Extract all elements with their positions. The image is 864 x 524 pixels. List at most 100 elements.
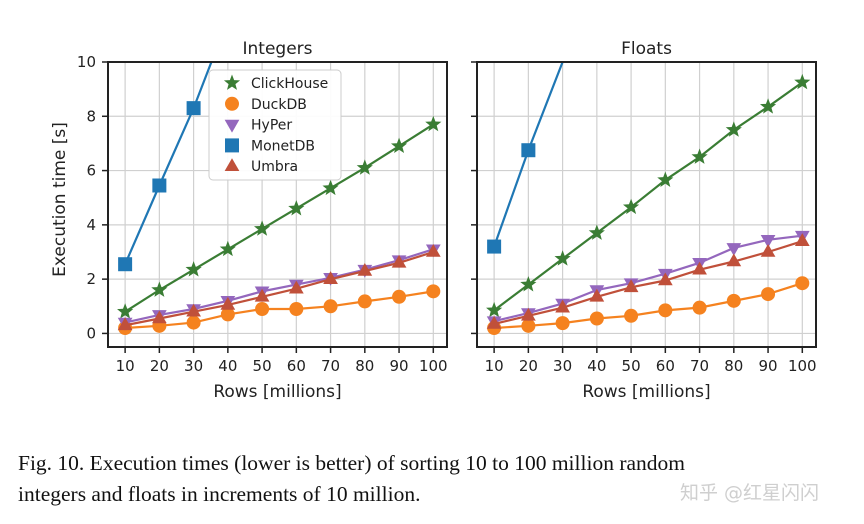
data-point-umbra-50 <box>254 288 270 302</box>
data-point-duckdb-80 <box>357 294 372 309</box>
data-point-hyper-90 <box>760 234 776 248</box>
plot-frame <box>107 61 448 348</box>
x-tick-label-10: 10 <box>485 357 504 375</box>
data-point-clickhouse-10 <box>486 301 503 318</box>
chart-panel-2: 10 20 30 40 50 60 70 80 90 100 Floats Rows [million… <box>471 39 817 402</box>
data-point-umbra-30 <box>186 303 201 317</box>
caption-line-2: integers and floats in increments of 10 … <box>18 482 421 506</box>
data-point-umbra-60 <box>288 280 304 294</box>
data-point-duckdb-70 <box>692 300 707 315</box>
x-tick-label-50: 50 <box>622 357 641 375</box>
data-point-clickhouse-100 <box>794 73 811 90</box>
x-tick-label-40: 40 <box>218 357 237 375</box>
data-point-duckdb-80 <box>726 293 741 308</box>
series-line-monetdb <box>124 62 213 265</box>
data-point-clickhouse-70 <box>691 148 708 164</box>
data-point-duckdb-100 <box>426 284 441 299</box>
data-point-monetdb-30 <box>186 101 201 116</box>
series-monetdb <box>118 62 213 272</box>
data-point-monetdb-20 <box>152 178 167 193</box>
data-point-clickhouse-20 <box>151 281 168 297</box>
y-tick-label-2: 2 <box>86 270 96 288</box>
data-point-umbra-90 <box>760 244 776 257</box>
y-tick-label-0: 0 <box>86 324 96 342</box>
data-point-clickhouse-40 <box>219 240 236 257</box>
data-point-umbra-30 <box>555 299 570 313</box>
data-point-duckdb-60 <box>289 302 304 316</box>
y-axis-label: Execution time [s] <box>50 122 70 277</box>
legend: ClickHouse DuckDB HyPer MonetDB Umbra <box>208 69 342 181</box>
data-point-umbra-80 <box>726 253 742 267</box>
x-tick-label-100: 100 <box>788 357 817 375</box>
legend-label-umbra: Umbra <box>251 159 298 175</box>
x-tick-label-90: 90 <box>759 357 778 375</box>
data-point-umbra-20 <box>521 307 536 321</box>
data-point-clickhouse-90 <box>759 98 777 114</box>
figure: 10 20 30 40 50 60 70 80 90 100 0 2 4 6 8 10 Integers Rows… <box>50 39 817 402</box>
y-tick-label-6: 6 <box>86 162 96 180</box>
data-point-clickhouse-50 <box>254 220 271 236</box>
data-point-umbra-70 <box>323 271 338 284</box>
series-clickhouse <box>117 115 442 319</box>
data-point-duckdb-50 <box>255 302 270 316</box>
x-tick-label-30: 30 <box>553 357 572 375</box>
data-point-clickhouse-100 <box>425 115 442 132</box>
data-point-clickhouse-10 <box>117 303 134 319</box>
data-point-duckdb-90 <box>392 289 407 304</box>
chart-panel-1: 10 20 30 40 50 60 70 80 90 100 0 2 4 6 8 10 Integers Rows… <box>50 39 448 402</box>
series-line-clickhouse <box>493 81 803 312</box>
data-point-clickhouse-60 <box>288 200 305 216</box>
watermark: 知乎 @红星闪闪 <box>680 482 820 504</box>
x-tick-label-80: 80 <box>724 357 743 375</box>
series-line-hyper <box>124 248 434 324</box>
data-point-umbra-70 <box>692 261 707 275</box>
legend-marker-hyper <box>224 119 240 133</box>
series-group <box>117 62 442 335</box>
series-line-clickhouse <box>124 123 434 313</box>
data-point-clickhouse-40 <box>588 224 605 240</box>
data-point-clickhouse-60 <box>657 171 674 187</box>
data-point-duckdb-20 <box>521 318 536 333</box>
data-point-duckdb-50 <box>624 308 639 323</box>
x-axis-label: Rows [millions] <box>582 382 710 402</box>
series-line-umbra <box>124 250 434 327</box>
data-point-duckdb-40 <box>589 311 604 326</box>
x-tick-label-40: 40 <box>587 357 606 375</box>
data-point-clickhouse-50 <box>623 198 640 215</box>
data-point-monetdb-10 <box>487 239 502 254</box>
series-umbra <box>117 244 441 331</box>
data-point-clickhouse-80 <box>356 159 373 175</box>
x-tick-label-30: 30 <box>184 357 203 375</box>
x-tick-label-50: 50 <box>253 357 272 375</box>
x-axis-label: Rows [millions] <box>213 382 341 402</box>
x-tick-label-70: 70 <box>321 357 340 375</box>
data-point-monetdb-20 <box>521 143 536 158</box>
series-line-umbra <box>493 240 803 326</box>
data-point-umbra-80 <box>357 263 373 276</box>
data-point-umbra-90 <box>391 254 407 268</box>
data-point-umbra-20 <box>152 310 167 324</box>
data-point-umbra-100 <box>425 244 441 257</box>
data-point-clickhouse-30 <box>185 261 202 277</box>
data-point-umbra-40 <box>589 288 605 302</box>
data-point-duckdb-30 <box>555 316 570 331</box>
series-duckdb <box>487 276 810 335</box>
data-point-hyper-80 <box>726 243 742 256</box>
data-point-umbra-10 <box>117 317 133 331</box>
legend-label-duckdb: DuckDB <box>251 97 307 113</box>
x-tick-label-60: 60 <box>287 357 306 375</box>
x-tick-label-10: 10 <box>116 357 135 375</box>
data-point-clickhouse-70 <box>322 179 339 196</box>
x-tick-label-90: 90 <box>390 357 409 375</box>
legend-box <box>208 69 342 181</box>
series-group <box>486 62 811 335</box>
legend-label-hyper: HyPer <box>251 118 292 134</box>
legend-label-clickhouse: ClickHouse <box>251 76 328 92</box>
data-point-duckdb-60 <box>658 303 673 318</box>
series-monetdb <box>487 62 564 254</box>
data-point-umbra-100 <box>794 233 810 246</box>
data-point-umbra-10 <box>486 315 502 329</box>
data-point-clickhouse-80 <box>725 121 742 137</box>
data-point-umbra-40 <box>220 296 236 310</box>
x-tick-label-60: 60 <box>656 357 675 375</box>
